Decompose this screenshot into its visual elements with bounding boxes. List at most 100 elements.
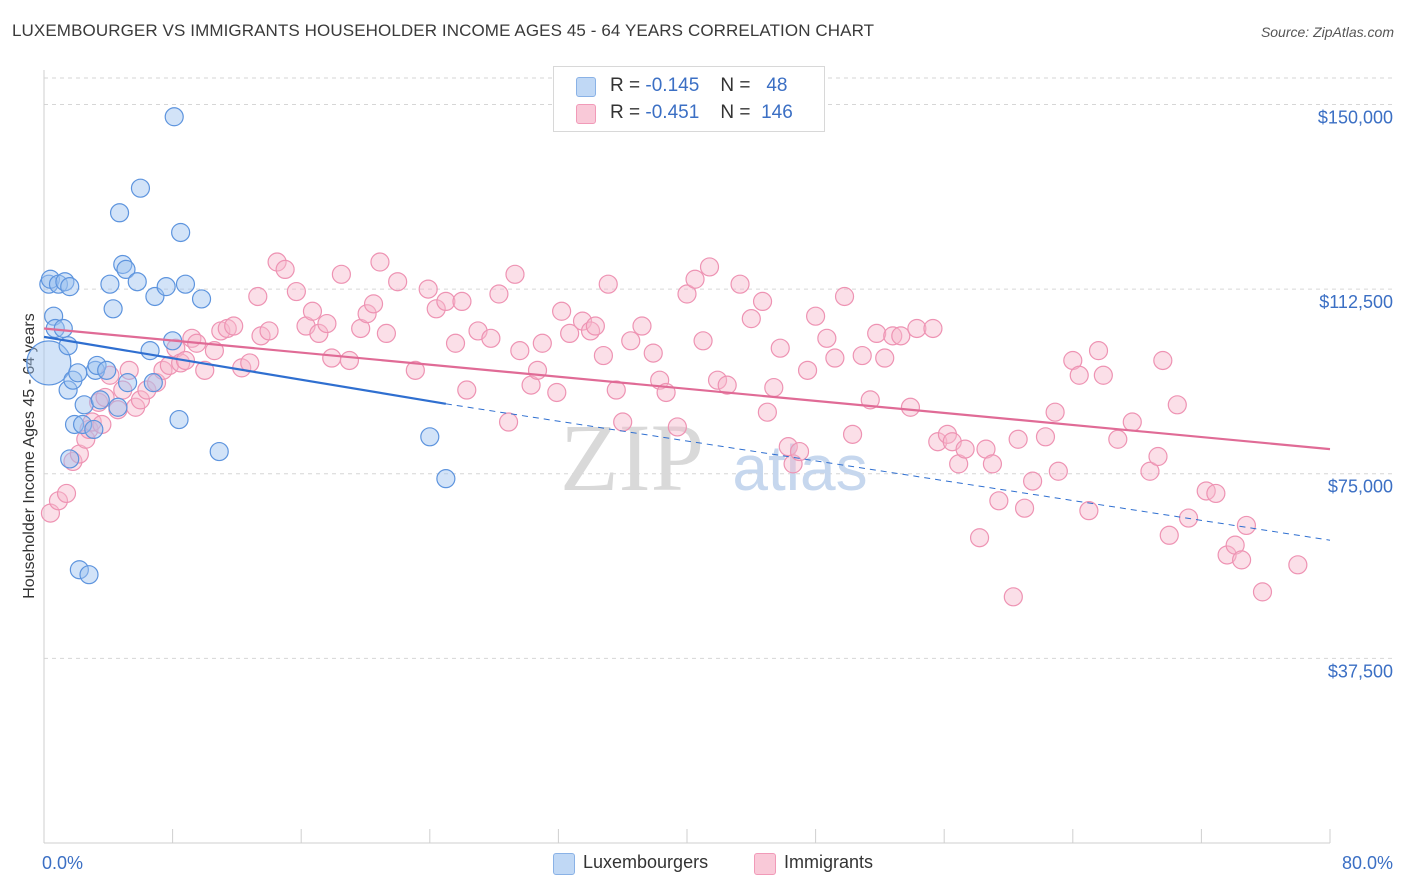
- immigrants-point: [498, 412, 519, 432]
- immigrants-point: [388, 272, 408, 292]
- immigrants-point: [510, 341, 530, 361]
- y-tick-label: $75,000: [1328, 477, 1393, 497]
- luxembourgers-point: [87, 355, 107, 376]
- immigrants-point: [445, 333, 466, 353]
- r-label: R =: [610, 75, 641, 96]
- immigrants-point: [969, 528, 990, 548]
- immigrants-point: [842, 424, 863, 444]
- luxembourgers-point: [116, 259, 136, 280]
- immigrants-point: [783, 454, 803, 474]
- immigrants-point: [955, 439, 975, 459]
- series-legend: Luxembourgers Immigrants: [0, 852, 1406, 876]
- r-value-luxembourgers: -0.145: [645, 75, 700, 96]
- immigrants-point: [204, 341, 224, 361]
- immigrants-point: [757, 402, 777, 422]
- immigrants-point: [370, 252, 390, 272]
- immigrants-point: [1093, 365, 1113, 385]
- immigrants-point: [1008, 429, 1028, 449]
- luxembourgers-points: [26, 107, 456, 585]
- immigrants-point: [56, 483, 77, 504]
- n-value-immigrants: 146: [761, 102, 793, 123]
- luxembourgers-point: [100, 274, 120, 294]
- immigrants-point: [891, 326, 911, 346]
- luxembourgers-point: [69, 560, 89, 580]
- axes: [43, 70, 1331, 844]
- immigrants-point: [426, 299, 446, 319]
- immigrants-point: [317, 313, 337, 334]
- immigrants-point: [560, 323, 580, 344]
- luxembourgers-trend-line: [43, 335, 447, 405]
- luxembourgers-point: [103, 299, 123, 319]
- luxembourgers-legend-swatch: [553, 853, 575, 875]
- immigrants-point: [860, 390, 880, 410]
- immigrants-point: [1167, 395, 1187, 415]
- immigrants-point: [621, 331, 641, 351]
- immigrants-point: [928, 432, 948, 452]
- immigrants-point: [195, 360, 215, 380]
- chart-title: LUXEMBOURGER VS IMMIGRANTS HOUSEHOLDER I…: [12, 21, 875, 40]
- immigrants-points: [40, 252, 1308, 607]
- immigrants-point: [1252, 582, 1273, 602]
- immigrants-point: [275, 259, 295, 280]
- immigrants-point: [527, 360, 548, 380]
- luxembourgers-point: [60, 449, 80, 469]
- luxembourgers-point: [164, 107, 184, 127]
- immigrants-point: [730, 274, 750, 294]
- immigrants-point: [224, 316, 244, 336]
- immigrants-point: [481, 328, 501, 348]
- immigrants-point: [817, 328, 837, 348]
- immigrants-point: [699, 257, 720, 277]
- luxembourgers-point: [140, 341, 160, 361]
- x-tick-label: 0.0%: [42, 853, 83, 873]
- immigrants-point: [286, 281, 306, 302]
- immigrants-point: [339, 350, 360, 371]
- immigrants-point: [667, 417, 687, 437]
- immigrants-point: [1140, 461, 1160, 481]
- immigrants-point: [1048, 461, 1068, 481]
- tick-labels: $37,500 $75,000 $112,500 $150,000 0.0% 80.0%: [42, 107, 1393, 873]
- luxembourgers-point: [209, 441, 229, 462]
- r-value-immigrants: -0.451: [645, 102, 700, 123]
- immigrants-point: [989, 491, 1009, 511]
- immigrants-point: [547, 382, 567, 403]
- immigrants-point: [650, 370, 670, 390]
- immigrants-point: [1088, 341, 1109, 361]
- luxembourgers-point: [60, 277, 80, 297]
- immigrants-point: [505, 264, 525, 284]
- immigrants-point: [552, 301, 572, 321]
- immigrants-point: [598, 274, 618, 294]
- luxembourgers-point: [53, 318, 73, 339]
- immigrants-point: [1014, 498, 1035, 518]
- immigrants-point: [302, 301, 323, 321]
- immigrants-point: [805, 306, 826, 326]
- luxembourgers-point: [420, 427, 440, 447]
- immigrants-point: [452, 291, 472, 312]
- luxembourgers-point: [191, 289, 212, 309]
- immigrants-point: [248, 286, 268, 307]
- y-tick-label: $37,500: [1328, 661, 1393, 681]
- luxembourgers-point: [90, 390, 110, 410]
- immigrants-point: [693, 331, 713, 351]
- immigrants-point: [789, 441, 810, 462]
- immigrants-point: [1122, 412, 1142, 432]
- immigrants-point: [764, 377, 784, 398]
- y-tick-label: $150,000: [1318, 107, 1393, 127]
- immigrants-point: [982, 454, 1003, 474]
- immigrants-point: [376, 323, 396, 344]
- y-tick-label: $112,500: [1319, 292, 1393, 312]
- immigrants-point: [1079, 501, 1099, 521]
- immigrants-point: [867, 323, 887, 344]
- immigrants-point: [63, 451, 83, 472]
- immigrants-point: [1148, 446, 1168, 467]
- immigrants-point: [436, 291, 456, 312]
- n-label: N =: [720, 102, 751, 123]
- immigrants-legend-label: Immigrants: [784, 852, 874, 872]
- immigrants-point: [457, 380, 477, 400]
- x-tick-label: 80.0%: [1342, 853, 1393, 873]
- correlation-legend: R = -0.145 N = 48 R = -0.451 N = 146: [553, 66, 825, 132]
- immigrants-point: [119, 360, 139, 380]
- luxembourgers-point: [58, 380, 78, 400]
- immigrants-point: [825, 348, 845, 368]
- luxembourgers-point: [130, 178, 151, 198]
